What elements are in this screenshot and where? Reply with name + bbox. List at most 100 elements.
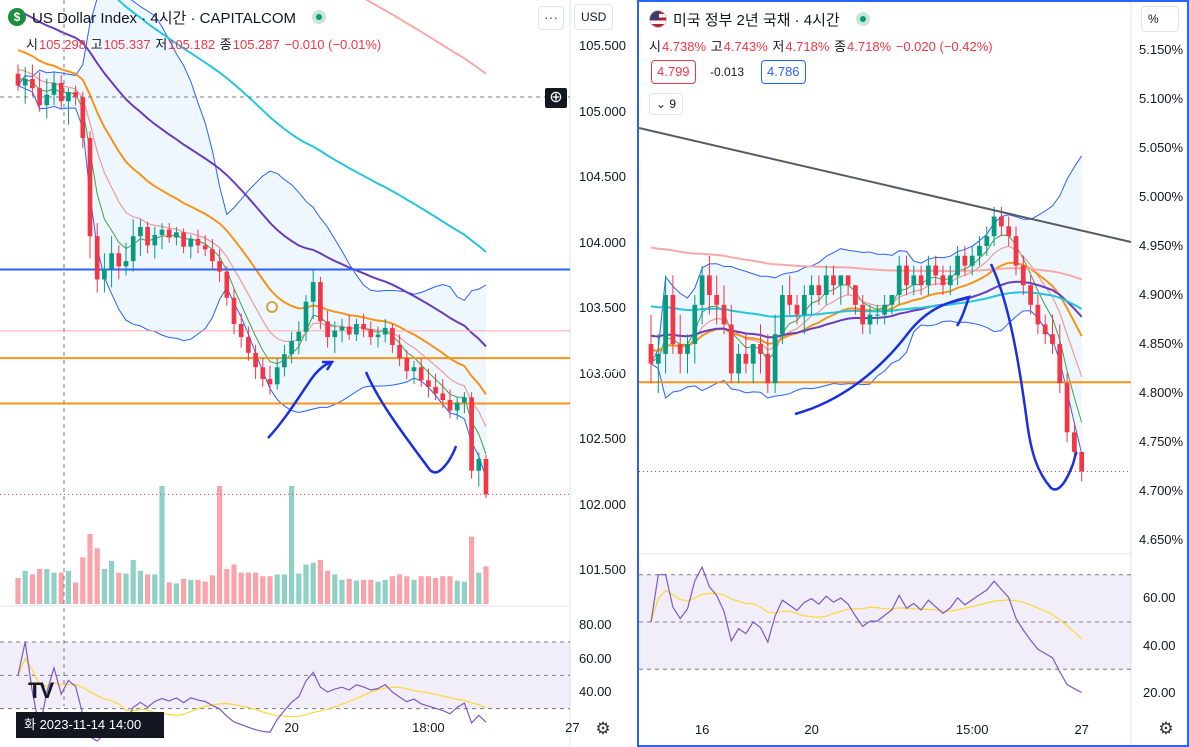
candle-body (743, 353, 749, 364)
candle-body (152, 234, 158, 246)
price-tick-label: 4.850% (1139, 336, 1184, 352)
us-flag-icon (649, 10, 667, 28)
candle-body (440, 393, 446, 400)
candle-body (758, 344, 763, 354)
candle-body (977, 245, 982, 256)
last-price-tag: 102.075 (575, 484, 622, 499)
us2y-chart-canvas[interactable] (639, 2, 1189, 747)
settings-gear-icon[interactable]: ⚙ (595, 719, 611, 738)
candle-body (772, 334, 778, 384)
candle-body (73, 92, 78, 98)
price-tick-label: 4.750% (1139, 434, 1184, 450)
dxy-chart-canvas[interactable] (0, 0, 636, 747)
price-tick-label: 5.100% (1139, 90, 1184, 106)
price-tick-label: 104.500 (579, 169, 626, 185)
settings-gear-icon[interactable]: ⚙ (1158, 719, 1174, 738)
candle-body (469, 397, 474, 471)
volume-bar (397, 574, 403, 604)
price-tick-label: 80.00 (579, 617, 612, 633)
volume-bar (447, 576, 453, 604)
candle-body (1020, 265, 1026, 286)
price-tick-label: 5.000% (1139, 188, 1184, 204)
volume-bar (274, 574, 280, 604)
bollinger-upper (650, 155, 1083, 364)
volume-bar (29, 574, 35, 604)
candle-body (433, 386, 438, 394)
drawing-anchor-point (266, 301, 278, 313)
price-tick-label: 60.00 (1143, 590, 1176, 606)
candle-body (736, 353, 741, 374)
candle-body (677, 344, 683, 354)
candle-body (838, 275, 844, 286)
candle-body (318, 282, 323, 322)
us2y-chart-pane[interactable]: 미국 정부 2년 국채 · 4시간 시4.738% 고4.743% 저4.718… (637, 0, 1189, 747)
volume-bar (15, 578, 21, 604)
candle-body (231, 297, 237, 324)
volume-bar (346, 578, 352, 604)
annotation-down-stroke (364, 371, 458, 474)
candle-body (397, 344, 402, 359)
candle-body (780, 295, 785, 335)
volume-bar (454, 580, 460, 604)
volume-bar (296, 573, 302, 604)
candle-body (714, 295, 720, 305)
volume-bar (425, 576, 431, 604)
price-tick-label: 40.00 (579, 684, 612, 699)
tradingview-logo[interactable]: TV (28, 678, 54, 703)
candle-body (728, 324, 734, 374)
pink-line-price-tag: 103.328 (575, 335, 622, 350)
volume-bar (65, 570, 71, 604)
candle-body (116, 253, 122, 267)
candle-body (462, 397, 467, 403)
market-open-icon (312, 10, 327, 24)
volume-bar (289, 486, 295, 604)
candle-body (102, 268, 107, 280)
add-alert-button[interactable]: ⊕ (545, 88, 567, 108)
time-tick-label: 20 (804, 722, 819, 737)
candle-body (274, 367, 280, 385)
candle-body (801, 295, 807, 315)
dollar-sign-icon: $ (8, 8, 26, 26)
volume-bar (317, 560, 323, 604)
candle-body (224, 271, 230, 298)
volume-bar (137, 570, 143, 604)
price-tick-label: 103.500 (579, 300, 626, 316)
ma-80 (117, 0, 487, 253)
candle-body (823, 275, 829, 295)
time-tick-label: 15:00 (955, 722, 989, 737)
volume-bar (152, 574, 158, 604)
volume-bar (382, 579, 388, 604)
candle-body (699, 275, 705, 305)
candle-body (874, 314, 880, 316)
orange-line-price-tag-upper: 103.120 (575, 360, 622, 375)
orange-line-price-tag-lower: 102.773 (575, 402, 622, 417)
volume-bar (58, 572, 64, 604)
market-open-icon (855, 12, 870, 26)
candle-body (765, 353, 771, 384)
unit-select[interactable]: % (1141, 6, 1179, 32)
volume-bar (469, 536, 475, 604)
candle-body (354, 324, 359, 335)
candle-body (750, 344, 756, 364)
more-menu-button[interactable]: ··· (538, 6, 564, 30)
volume-bar (411, 579, 417, 604)
candle-body (382, 327, 388, 335)
time-tick-label: 27 (565, 720, 580, 735)
price-tick-label: 104.000 (579, 234, 626, 250)
us2y-title[interactable]: 미국 정부 2년 국채 · 4시간 (673, 11, 840, 29)
last-price-tag: 4.718% (1138, 465, 1183, 480)
indicators-toggle-button[interactable]: ⌄ 9 (649, 93, 684, 115)
volume-bar (145, 574, 151, 604)
candle-body (655, 353, 661, 364)
candle-body (882, 304, 887, 315)
candle-body (404, 358, 410, 372)
currency-select[interactable]: USD (574, 4, 614, 30)
bid-price-box[interactable]: 4.799 (651, 60, 696, 84)
candle-body (933, 265, 939, 276)
candle-body (426, 380, 431, 387)
ma-160 (365, 0, 487, 75)
volume-bar (166, 582, 172, 604)
dxy-chart-pane[interactable]: $ US Dollar Index · 4시간 · CAPITALCOM 시10… (0, 0, 636, 747)
ask-price-box[interactable]: 4.786 (761, 60, 806, 84)
dxy-title[interactable]: US Dollar Index · 4시간 · CAPITALCOM (32, 9, 297, 27)
